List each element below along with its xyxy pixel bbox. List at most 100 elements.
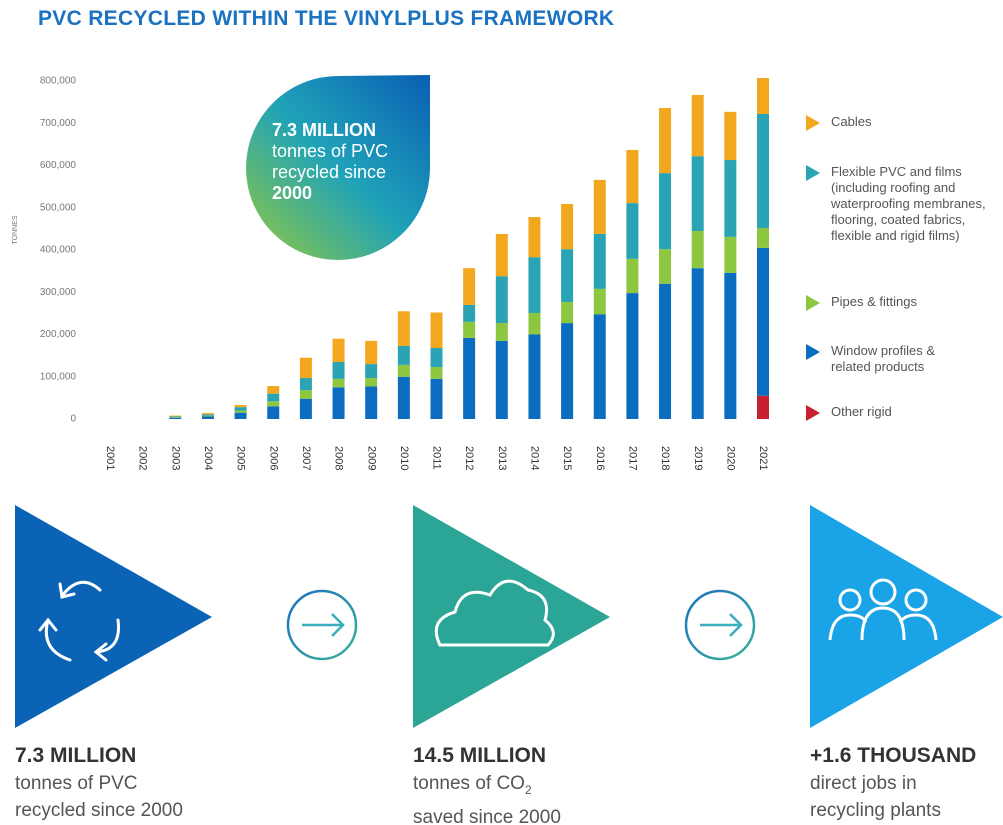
bar-segment [691, 156, 704, 231]
bar-segment [430, 312, 443, 349]
bar-segment [267, 386, 280, 394]
x-tick-label: 2001 [104, 446, 116, 470]
bar-segment [561, 323, 574, 419]
y-tick-label: 600,000 [40, 160, 77, 171]
bar-segment [397, 345, 410, 365]
bar-segment [691, 268, 704, 419]
bar-segment [495, 276, 508, 324]
stat-text: tonnes of PVC [15, 773, 138, 794]
y-tick-label: 500,000 [40, 202, 77, 213]
bar-segment [757, 395, 769, 419]
y-tick-label: 100,000 [40, 371, 77, 382]
x-tick-label: 2006 [267, 446, 279, 470]
bar-segment [593, 179, 606, 234]
legend-label: Cables [831, 114, 872, 129]
y-tick-label: 800,000 [40, 76, 77, 87]
bar-segment [201, 415, 214, 417]
stat-headline: +1.6 THOUSAND [810, 744, 977, 767]
arrow-button [286, 589, 756, 661]
bar-segment [495, 323, 508, 341]
x-tick-label: 2014 [529, 446, 541, 470]
bar-segment [299, 378, 312, 391]
bar-segment [495, 233, 508, 277]
x-tick-label: 2007 [300, 446, 312, 470]
stat-text: tonnes of CO2 [413, 770, 561, 804]
x-tick-label: 2013 [496, 446, 508, 470]
callout: 7.3 MILLION tonnes of PVC recycled since … [272, 120, 422, 204]
y-tick-label: 400,000 [40, 245, 77, 256]
bar-segment [267, 406, 280, 419]
callout-headline: 7.3 MILLION [272, 120, 377, 140]
bar-segment [201, 414, 214, 416]
bar-segment [201, 416, 214, 419]
bar-segment [201, 413, 214, 415]
bar-segment [332, 378, 345, 388]
legend-label: Window profiles & related products [831, 343, 936, 374]
bar-segment [397, 376, 410, 419]
bar-segment [691, 230, 704, 269]
y-tick-label: 300,000 [40, 287, 77, 298]
bar-segment [626, 258, 639, 294]
bar-segment [593, 233, 606, 289]
bar-segment [463, 268, 476, 305]
stat-text: saved since 2000 [413, 806, 561, 825]
bar-segment [593, 314, 606, 419]
stat: 14.5 MILLION tonnes of CO2 saved since 200… [413, 742, 561, 825]
x-tick-label: 2002 [137, 446, 149, 470]
legend-marker [806, 115, 820, 131]
legend-label: Other rigid [831, 404, 892, 419]
bar-segment [234, 407, 247, 411]
x-tick-label: 2018 [659, 446, 671, 470]
y-tick-label: 0 [70, 414, 76, 425]
stat: 7.3 MILLION tonnes of PVC recycled since 2… [15, 742, 183, 824]
stat-text: tonnes of CO [413, 773, 525, 794]
bar-segment [430, 348, 443, 368]
bar-segment [659, 283, 672, 419]
bar-segment [528, 217, 541, 258]
legend-marker [806, 344, 820, 360]
bar-segment [757, 228, 769, 248]
x-tick-label: 2019 [692, 446, 704, 470]
bar-segment [528, 312, 541, 335]
stat-headline: 7.3 MILLION [15, 744, 137, 767]
bar-segment [169, 416, 182, 418]
triangle [15, 505, 212, 728]
bar-segment [561, 301, 574, 324]
bar-segment [724, 272, 737, 419]
bar-segment [397, 311, 410, 346]
chart-title: PVC RECYCLED WITHIN THE VINYLPLUS FRAMEW… [38, 7, 615, 30]
bar-segment [463, 321, 476, 338]
x-tick-label: 2021 [757, 446, 769, 470]
bar-segment [724, 236, 737, 273]
x-tick-label: 2005 [235, 446, 247, 470]
bar-segment [659, 249, 672, 284]
bar-segment [561, 249, 574, 302]
bar-segment [626, 293, 639, 419]
bar-segment [528, 334, 541, 419]
cloud-icon [434, 579, 555, 647]
x-tick-label: 2011 [431, 446, 443, 470]
bar-segment [267, 393, 280, 402]
bar-segment [365, 340, 378, 365]
bar-segment [267, 401, 280, 407]
bar-segment [463, 304, 476, 322]
bar-segment [430, 367, 443, 379]
bar-segment [299, 398, 312, 419]
bar-segment [659, 173, 672, 250]
bar-segment [299, 390, 312, 399]
subscript: 2 [524, 782, 532, 797]
x-tick-label: 2008 [333, 446, 345, 470]
stat-text: recycling plants [810, 800, 941, 821]
bar-segment [757, 113, 769, 229]
bar-segment [724, 111, 737, 161]
stat-text: direct jobs in [810, 773, 917, 794]
bar-segment [626, 149, 639, 204]
bar-segment [397, 364, 410, 377]
bar-segment [724, 160, 737, 237]
legend-label: Pipes & fittings [831, 294, 917, 309]
x-tick-label: 2020 [724, 446, 736, 470]
bar-segment [234, 410, 247, 413]
people-icon [828, 578, 938, 641]
